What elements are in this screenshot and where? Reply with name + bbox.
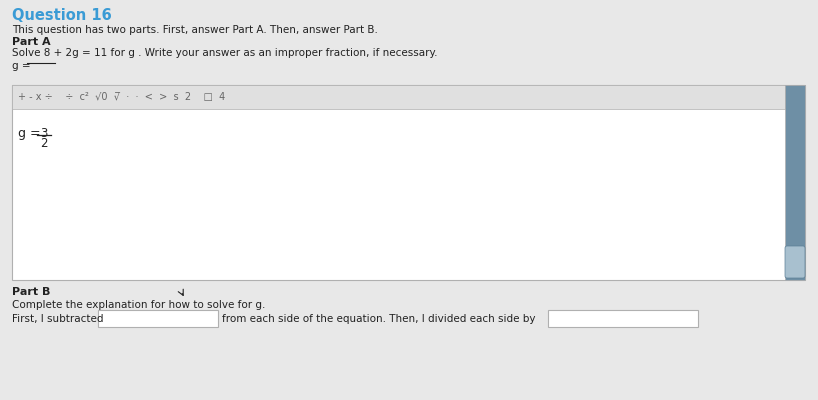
Text: from each side of the equation. Then, I divided each side by: from each side of the equation. Then, I … (222, 314, 536, 324)
Text: First, I subtracted: First, I subtracted (12, 314, 104, 324)
Text: Question 16: Question 16 (12, 8, 112, 23)
Bar (548, 310, 698, 327)
Bar (785, 85, 805, 280)
Text: g =: g = (12, 61, 30, 71)
Text: 2: 2 (40, 137, 47, 150)
Text: g =: g = (18, 127, 41, 140)
Text: Solve 8 + 2g = 11 for g . Write your answer as an improper fraction, if necessar: Solve 8 + 2g = 11 for g . Write your ans… (12, 48, 438, 58)
Bar (12, 85, 805, 280)
Text: + - x ÷    ÷  c²  √0  √̅̅  ·  ·  <  >  s  2    □  4: + - x ÷ ÷ c² √0 √̅̅ · · < > s 2 □ 4 (18, 92, 225, 102)
Text: 3: 3 (40, 127, 47, 140)
Text: Complete the explanation for how to solve for g.: Complete the explanation for how to solv… (12, 300, 265, 310)
FancyBboxPatch shape (785, 246, 805, 278)
Bar (12, 85, 785, 109)
Text: Part B: Part B (12, 287, 51, 297)
Text: This question has two parts. First, answer Part A. Then, answer Part B.: This question has two parts. First, answ… (12, 25, 378, 35)
Text: Part A: Part A (12, 37, 51, 47)
Bar (98, 310, 218, 327)
